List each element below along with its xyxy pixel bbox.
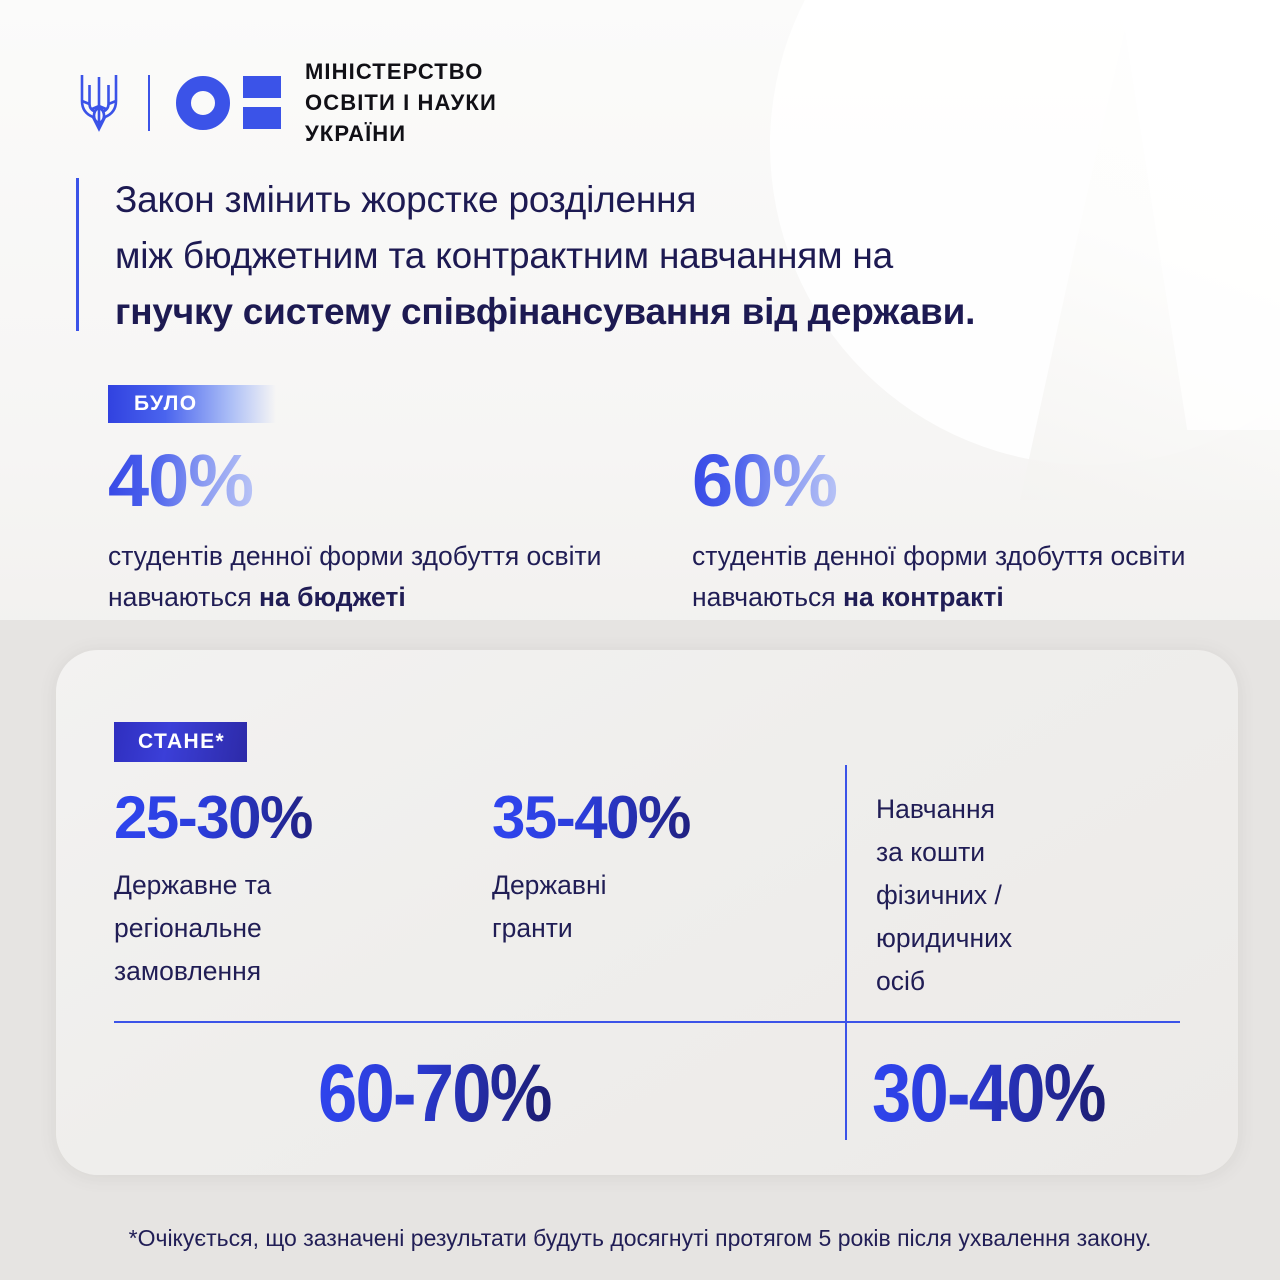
footnote-text: *Очікується, що зазначені результати буд… — [128, 1225, 1152, 1251]
card-vertical-divider — [845, 765, 847, 1140]
ministry-name-text: МІНІСТЕРСТВО ОСВІТИ І НАУКИ УКРАЇНИ — [305, 59, 497, 147]
mon-square-bottom — [243, 107, 281, 130]
after-total-private: 30-40% — [872, 1048, 1106, 1139]
after-percent-state-grants: 35-40% — [492, 784, 691, 851]
after-column-state-order: 25-30% Державне та регіональне замовленн… — [114, 788, 474, 993]
badge-bulo-label: БУЛО — [134, 392, 198, 415]
badge-bulo: БУЛО — [108, 385, 276, 423]
before-desc-budget-prefix: студентів денної форми здобуття освіти н… — [108, 541, 602, 613]
card-horizontal-divider — [114, 1021, 1180, 1023]
headline-line-1: Закон змінить жорстке розділення — [115, 179, 697, 220]
mon-ring-shape — [176, 75, 230, 130]
ministry-logo-header: МІНІСТЕРСТВО ОСВІТИ І НАУКИ УКРАЇНИ — [76, 56, 497, 150]
before-desc-contract-strong: на контракті — [843, 582, 1004, 613]
before-desc-contract: студентів денної форми здобуття освіти н… — [692, 536, 1252, 619]
before-percent-contract: 60% — [692, 439, 838, 522]
headline-line-3: гнучку систему співфінансування від держ… — [115, 291, 976, 333]
before-desc-budget: студентів денної форми здобуття освіти н… — [108, 536, 668, 619]
before-desc-budget-strong: на бюджеті — [259, 582, 406, 613]
mon-equals-shape — [243, 76, 281, 130]
mon-o-equals-icon — [176, 75, 281, 130]
before-stat-budget: 40% студентів денної форми здобуття осві… — [108, 444, 668, 619]
after-label-private-funds: Навчання за кошти фізичних / юридичних о… — [876, 794, 1013, 996]
after-column-private-funds: Навчання за кошти фізичних / юридичних о… — [876, 788, 1176, 1003]
headline-accent-bar — [76, 178, 79, 331]
after-label-state-order: Державне та регіональне замовлення — [114, 870, 272, 986]
before-percent-budget: 40% — [108, 439, 254, 522]
after-column-state-grants: 35-40% Державні гранти — [492, 788, 822, 950]
after-label-state-grants: Державні гранти — [492, 870, 607, 943]
mon-square-top — [243, 76, 281, 99]
headline-block: Закон змінить жорстке розділення між бюд… — [76, 172, 975, 341]
after-percent-state-order: 25-30% — [114, 784, 313, 851]
page-title: Закон змінить жорстке розділення між бюд… — [115, 172, 975, 341]
before-desc-contract-prefix: студентів денної форми здобуття освіти н… — [692, 541, 1186, 613]
after-card-panel — [56, 650, 1238, 1175]
after-total-public: 60-70% — [318, 1048, 552, 1139]
ukraine-trident-icon — [80, 74, 118, 132]
badge-stane: СТАНЕ* — [114, 722, 248, 762]
badge-stane-label: СТАНЕ* — [138, 730, 226, 753]
before-stat-contract: 60% студентів денної форми здобуття осві… — [692, 444, 1252, 619]
headline-line-2: між бюджетним та контрактним навчанням н… — [115, 235, 894, 277]
logo-separator — [148, 74, 150, 131]
